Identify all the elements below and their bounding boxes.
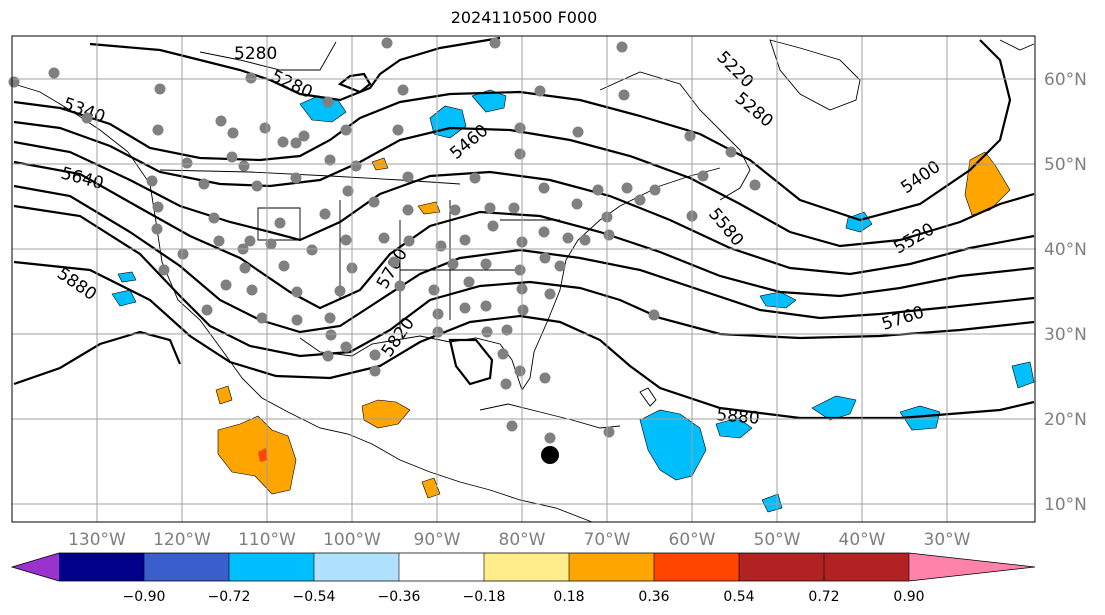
height-contours <box>13 36 1035 420</box>
colorbar-extend-max <box>909 553 1035 581</box>
contour-label: 5880 <box>716 405 761 429</box>
lon-label: 120°W <box>153 530 211 550</box>
lon-label: 70°W <box>584 530 631 550</box>
station-markers <box>8 37 761 444</box>
lon-label: 130°W <box>68 530 126 550</box>
lat-label: 50°N <box>1044 155 1087 175</box>
latitude-labels: 60°N 50°N 40°N 30°N 20°N 10°N <box>1044 70 1087 515</box>
lon-label: 110°W <box>238 530 296 550</box>
colorbar-segment <box>59 553 144 581</box>
map-frame <box>11 35 1036 523</box>
lon-label: 30°W <box>924 530 971 550</box>
longitude-labels: 130°W 120°W 110°W 100°W 90°W 80°W 70°W 6… <box>68 530 971 550</box>
storm-center-marker <box>541 446 559 464</box>
lon-label: 80°W <box>499 530 546 550</box>
colorbar-tick: 0.72 <box>808 589 839 605</box>
colorbar-tick: 0.18 <box>553 589 584 605</box>
lon-label: 90°W <box>414 530 461 550</box>
colorbar-segment <box>824 553 909 581</box>
colorbar-segment <box>314 553 399 581</box>
colorbar-tick: −0.90 <box>123 589 166 605</box>
contour-label: 5280 <box>234 44 277 64</box>
colorbar-segment <box>484 553 569 581</box>
colorbar-tick: −0.36 <box>378 589 421 605</box>
map-background <box>12 36 1035 522</box>
colorbar-segment <box>569 553 654 581</box>
lon-label: 100°W <box>323 530 381 550</box>
lat-label: 20°N <box>1044 410 1087 430</box>
colorbar-segment <box>654 553 739 581</box>
lon-label: 50°W <box>754 530 801 550</box>
colorbar-segment <box>144 553 229 581</box>
lat-label: 40°N <box>1044 240 1087 260</box>
lon-label: 40°W <box>839 530 886 550</box>
lat-label: 60°N <box>1044 70 1087 90</box>
colorbar-segment <box>399 553 484 581</box>
colorbar-tick: −0.18 <box>463 589 506 605</box>
colorbar-tick: 0.54 <box>723 589 754 605</box>
lat-label: 10°N <box>1044 495 1087 515</box>
colorbar-tick: 0.90 <box>893 589 924 605</box>
coastlines <box>13 39 1035 523</box>
colorbar-tick: −0.72 <box>208 589 251 605</box>
colorbar-tick: 0.36 <box>638 589 669 605</box>
map-title: 2024110500 F000 <box>450 8 598 27</box>
graticule <box>12 36 1035 522</box>
colorbar-segment <box>229 553 314 581</box>
colorbar-extend-min <box>12 553 59 581</box>
colorbar-segment <box>739 553 824 581</box>
colorbar-tick: −0.54 <box>293 589 336 605</box>
colorbar: −0.90 −0.72 −0.54 −0.36 −0.18 0.18 0.36 … <box>10 552 1036 605</box>
shaded-anomalies <box>111 89 1035 513</box>
lat-label: 30°N <box>1044 325 1087 345</box>
lon-label: 60°W <box>669 530 716 550</box>
